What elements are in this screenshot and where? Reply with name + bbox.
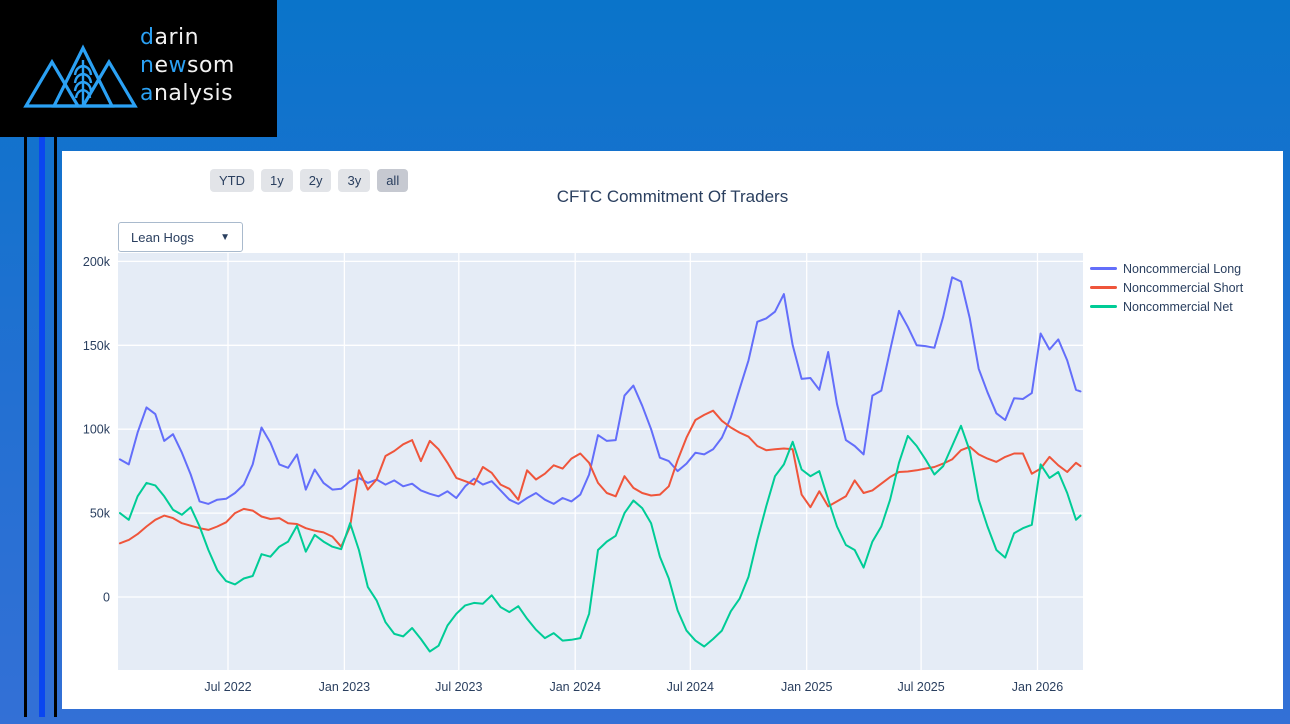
wordmark-line-2: newsom xyxy=(140,53,235,78)
chart-title: CFTC Commitment Of Traders xyxy=(556,187,789,206)
range-button-ytd[interactable]: YTD xyxy=(210,169,254,192)
series-line-noncommercial-long[interactable] xyxy=(118,276,1082,505)
x-tick-label: Jul 2024 xyxy=(667,680,714,694)
x-tick-label: Jan 2025 xyxy=(781,680,832,694)
range-button-all[interactable]: all xyxy=(377,169,409,192)
chevron-down-icon: ▼ xyxy=(220,231,230,243)
legend-label: Noncommercial Long xyxy=(1123,261,1242,276)
vertical-stripe-bright-blue xyxy=(39,0,45,717)
cot-chart[interactable]: 0 50k 100k 150k 200k Jul 2022 Jan 2023 Jul 2023… xyxy=(62,151,1283,709)
short-line-swatch-icon xyxy=(1090,286,1117,289)
chart-legend: Noncommercial Long Noncommercial Short N… xyxy=(1090,259,1243,316)
vertical-stripe-black-1 xyxy=(24,0,27,717)
y-tick-label: 200k xyxy=(83,255,111,269)
range-button-2y[interactable]: 2y xyxy=(299,169,332,192)
net-line-swatch-icon xyxy=(1090,305,1117,308)
wordmark-line-3: analysis xyxy=(140,81,234,106)
mountains-wheat-icon xyxy=(23,44,138,108)
x-tick-label: Jan 2024 xyxy=(549,680,600,694)
x-tick-label: Jan 2023 xyxy=(319,680,370,694)
brand-wordmark: darin newsom analysis xyxy=(140,24,235,108)
series-line-noncommercial-short[interactable] xyxy=(118,409,1082,548)
vertical-stripe-black-2 xyxy=(54,0,57,717)
plot-area[interactable] xyxy=(118,253,1083,670)
brand-logo-box: darin newsom analysis xyxy=(0,0,277,137)
chart-card: YTD 1y 2y 3y all CFTC Commitment Of Trad… xyxy=(62,151,1283,709)
range-button-1y[interactable]: 1y xyxy=(261,169,293,192)
commodity-select-value: Lean Hogs xyxy=(131,229,194,245)
series-line-noncommercial-net[interactable] xyxy=(118,424,1082,653)
wordmark-line-1: darin xyxy=(140,25,200,50)
y-tick-label: 150k xyxy=(83,339,111,353)
x-tick-label: Jul 2023 xyxy=(435,680,482,694)
y-tick-label: 100k xyxy=(83,423,111,437)
x-tick-label: Jan 2026 xyxy=(1012,680,1063,694)
range-button-3y[interactable]: 3y xyxy=(338,169,371,192)
range-selector: YTD 1y 2y 3y all xyxy=(210,169,409,192)
long-line-swatch-icon xyxy=(1090,267,1117,270)
commodity-select[interactable]: Lean Hogs ▼ xyxy=(118,222,243,252)
legend-label: Noncommercial Net xyxy=(1123,299,1233,314)
legend-label: Noncommercial Short xyxy=(1123,280,1244,295)
y-tick-label: 0 xyxy=(103,591,110,605)
x-tick-label: Jul 2022 xyxy=(204,680,251,694)
legend-item-noncommercial-short[interactable]: Noncommercial Short xyxy=(1090,278,1243,297)
y-tick-label: 50k xyxy=(90,507,111,521)
legend-item-noncommercial-long[interactable]: Noncommercial Long xyxy=(1090,259,1243,278)
x-tick-label: Jul 2025 xyxy=(897,680,944,694)
legend-item-noncommercial-net[interactable]: Noncommercial Net xyxy=(1090,297,1243,316)
